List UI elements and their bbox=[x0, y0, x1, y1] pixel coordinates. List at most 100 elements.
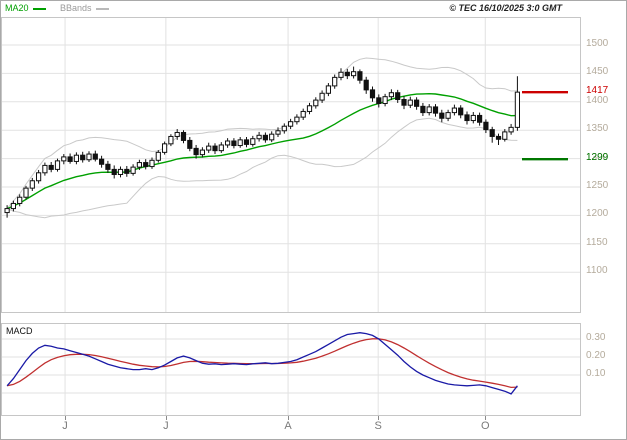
candle-body-up bbox=[155, 151, 161, 161]
candle-body-up bbox=[117, 168, 124, 176]
month-label-O: O bbox=[480, 420, 490, 432]
candle-body-down bbox=[420, 105, 426, 114]
candle-body-down bbox=[180, 131, 187, 141]
price-axis-label: 1500 bbox=[586, 38, 609, 49]
candle-body-up bbox=[288, 121, 294, 127]
bbands-line-swatch bbox=[95, 7, 109, 10]
macd-title: MACD bbox=[6, 326, 33, 336]
month-tick bbox=[165, 416, 167, 420]
candle-body-down bbox=[231, 140, 237, 147]
chart-legend: MA20 BBands bbox=[5, 3, 121, 13]
candle-body-down bbox=[111, 168, 117, 176]
candle-body-up bbox=[445, 112, 451, 119]
month-label-A: A bbox=[284, 420, 292, 432]
month-label-S: S bbox=[374, 420, 382, 432]
candle-body-up bbox=[256, 134, 262, 140]
ma20-label: MA20 bbox=[5, 3, 29, 13]
price-axis-label: 1200 bbox=[586, 208, 609, 220]
candle-body-up bbox=[29, 180, 35, 189]
ma20-line-swatch bbox=[32, 7, 46, 10]
candle-body-up bbox=[10, 202, 16, 210]
candle-body-up bbox=[306, 105, 313, 112]
candle-body-up bbox=[332, 76, 338, 87]
candle-body-down bbox=[92, 153, 98, 160]
candle-body-down bbox=[344, 71, 350, 77]
candle-body-up bbox=[130, 166, 136, 174]
candle-body-down bbox=[212, 145, 218, 152]
candle-body-up bbox=[206, 145, 212, 151]
candles bbox=[4, 66, 520, 218]
candle-body-down bbox=[48, 164, 54, 170]
candle-body-down bbox=[67, 156, 73, 162]
ma20-line bbox=[6, 92, 518, 210]
month-label-J: J bbox=[163, 420, 169, 432]
candle-body-down bbox=[401, 99, 407, 106]
candle-body-up bbox=[168, 135, 174, 145]
candle-body-up bbox=[17, 196, 23, 204]
candle-body-up bbox=[451, 107, 457, 114]
candle-body-down bbox=[369, 89, 376, 99]
candle-body-up bbox=[269, 133, 275, 141]
price-axis-label: 1150 bbox=[586, 236, 608, 248]
price-axis-label: 1350 bbox=[586, 123, 609, 135]
candle-body-up bbox=[281, 125, 287, 132]
candle-body-down bbox=[432, 106, 439, 114]
candle-body-up bbox=[388, 92, 394, 98]
price-axis-label: 1250 bbox=[586, 180, 609, 191]
candle-body-up bbox=[300, 110, 306, 118]
candle-body-up bbox=[136, 162, 143, 168]
macd-panel bbox=[1, 323, 581, 416]
candle-body-up bbox=[470, 114, 476, 122]
candle-body-down bbox=[143, 162, 149, 168]
candle-body-up bbox=[149, 159, 155, 168]
month-tick bbox=[65, 416, 67, 420]
price-axis-label: 1100 bbox=[586, 265, 608, 277]
candle-body-down bbox=[262, 134, 268, 141]
legend-item-bbands: BBands bbox=[60, 3, 109, 13]
candle-body-up bbox=[162, 143, 168, 153]
bollinger-lower-line bbox=[6, 117, 518, 219]
level-label-1299: 1299 bbox=[586, 152, 609, 164]
candle-body-up bbox=[508, 126, 514, 133]
candle-body-up bbox=[237, 139, 243, 147]
candle-body-down bbox=[99, 158, 105, 165]
bollinger-upper-line bbox=[6, 57, 518, 209]
candle-body-up bbox=[313, 99, 319, 107]
candle-body-down bbox=[477, 114, 483, 123]
month-tick bbox=[485, 416, 487, 420]
candle-body-down bbox=[483, 121, 489, 131]
macd-panel-border bbox=[1, 323, 581, 416]
copyright-text: © TEC 16/10/2025 3:0 GMT bbox=[449, 3, 562, 13]
candle-body-down bbox=[495, 135, 502, 140]
candle-body-down bbox=[80, 154, 86, 161]
candle-body-up bbox=[199, 149, 206, 156]
candle-body-down bbox=[363, 79, 369, 91]
candle-body-up bbox=[382, 96, 388, 105]
price-axis-label: 1400 bbox=[586, 94, 609, 106]
candle-body-up bbox=[426, 106, 432, 114]
price-panel-border bbox=[1, 17, 581, 313]
candle-body-down bbox=[414, 99, 420, 107]
candle-body-up bbox=[275, 130, 281, 135]
candle-body-up bbox=[218, 144, 224, 152]
candle-body-up bbox=[514, 91, 520, 128]
candle-body-up bbox=[4, 208, 10, 214]
candle-body-up bbox=[36, 172, 42, 182]
month-label-J: J bbox=[62, 420, 68, 432]
candle-body-up bbox=[351, 71, 357, 77]
candle-body-down bbox=[376, 97, 382, 105]
macd-axis-label: 0.20 bbox=[586, 350, 606, 361]
candle-body-down bbox=[464, 114, 470, 122]
candle-body-up bbox=[338, 71, 344, 78]
price-axis-label: 1450 bbox=[586, 66, 609, 78]
macd-axis-label: 0.30 bbox=[586, 332, 606, 343]
candle-body-up bbox=[250, 138, 256, 145]
month-tick bbox=[378, 416, 380, 420]
month-tick bbox=[288, 416, 290, 420]
candle-body-up bbox=[225, 140, 231, 146]
candle-body-up bbox=[407, 99, 413, 106]
